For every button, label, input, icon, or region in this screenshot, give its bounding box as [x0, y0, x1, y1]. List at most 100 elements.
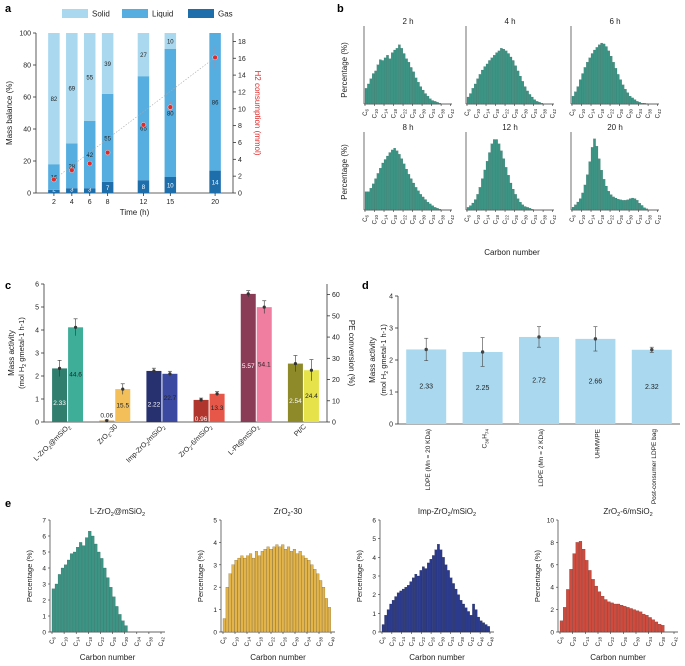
- e-bar: [231, 564, 235, 633]
- b-bar: [478, 74, 482, 105]
- c-label-activity: 5.57: [242, 363, 255, 370]
- b-x-tick-label: C26: [618, 109, 625, 119]
- d-y-tick-label: 0: [389, 422, 393, 429]
- e-bar: [88, 531, 92, 633]
- e-bar: [424, 568, 428, 633]
- b-bar: [429, 98, 432, 105]
- a-bar-gas-label: 14: [212, 180, 219, 186]
- e-x-tick-label: C42: [468, 637, 475, 647]
- b-x-tick-label: C18: [599, 109, 606, 119]
- b-bar: [407, 174, 411, 211]
- e-x-label: Carbon number: [80, 653, 136, 662]
- b-bar: [574, 91, 577, 105]
- b-bar: [609, 194, 613, 211]
- e-bar: [626, 607, 630, 633]
- b-bar: [497, 143, 501, 211]
- e-x-tick-label: C6: [558, 637, 565, 644]
- b-bar: [617, 74, 620, 105]
- b-bar: [512, 60, 515, 105]
- a-x-tick-label: 2: [52, 199, 56, 206]
- e-bar: [246, 555, 250, 633]
- e-x-tick-label: C26: [429, 637, 436, 647]
- e-x-tick-label: C6: [380, 637, 387, 644]
- b-bar: [500, 150, 503, 211]
- panel-letter-d: d: [362, 280, 369, 292]
- b-x-tick-label: C6: [363, 109, 370, 116]
- c-bar-activity: [52, 368, 68, 422]
- a-bar-solid: [83, 33, 96, 121]
- a-legend-label: Liquid: [152, 10, 173, 19]
- d-point: [537, 335, 541, 339]
- a-bar-solid-label: 27: [140, 53, 147, 59]
- e-bar: [474, 609, 478, 633]
- e-subplot-title: ZrO2-30: [274, 507, 303, 518]
- a-bar-gas-label: 2: [52, 188, 56, 194]
- b-bar: [485, 161, 489, 211]
- b-bar: [412, 71, 415, 105]
- b-bar: [588, 57, 591, 105]
- b-x-tick-label: C30: [522, 215, 529, 225]
- e-bar: [389, 603, 392, 633]
- b-bar: [502, 49, 505, 105]
- e-bar: [396, 592, 400, 633]
- b-bar: [516, 70, 520, 105]
- e-bar: [642, 613, 646, 633]
- b-x-tick-label: C6: [363, 215, 370, 222]
- b-x-tick-label: C38: [646, 109, 653, 119]
- e-bar: [629, 608, 633, 633]
- e-bar: [278, 546, 282, 633]
- a-y2-label: H2 consumption (mmol): [253, 71, 262, 156]
- b-bar: [488, 60, 491, 105]
- b-x-label: Carbon number: [484, 248, 540, 257]
- b-bar: [509, 56, 513, 105]
- b-bar: [495, 52, 498, 105]
- a-y2-tick-label: 14: [238, 73, 246, 80]
- e-bar: [414, 574, 418, 633]
- d-bar-label: 2.66: [589, 378, 603, 385]
- d-bar-label: 2.32: [645, 384, 659, 391]
- e-x-label: Carbon number: [250, 653, 306, 662]
- c-label-activity: 2.22: [148, 401, 161, 408]
- e-bar: [63, 564, 68, 633]
- e-bar: [427, 562, 430, 633]
- e-y-tick-label: 0: [372, 630, 376, 637]
- a-bar-liquid: [66, 143, 78, 189]
- e-bar: [60, 567, 64, 633]
- c-x-tick-label: L-Pt@mSiO2: [227, 423, 262, 458]
- b-bar: [519, 202, 522, 211]
- b-bar: [466, 207, 470, 211]
- b-bar: [500, 48, 503, 105]
- a-bar-gas: [101, 181, 114, 193]
- b-y-label-2: Percentage (%): [340, 144, 349, 200]
- panel-e: 01234567C6C10C14C18C22C26C30C34C38C42L-Z…: [25, 507, 679, 662]
- b-bar: [538, 102, 541, 105]
- e-bar: [404, 587, 408, 633]
- b-bar: [621, 84, 625, 105]
- e-bar: [442, 557, 445, 633]
- e-bar: [263, 548, 267, 633]
- a-bar-gas-label: 10: [167, 184, 174, 190]
- e-x-tick-label: C34: [305, 637, 312, 647]
- d-point: [650, 348, 654, 352]
- c-label-conversion: 15.5: [116, 403, 129, 410]
- b-bar: [609, 56, 613, 105]
- d-bar: [631, 349, 672, 424]
- c-label-conversion: 22.7: [164, 395, 177, 402]
- e-bar: [281, 544, 285, 633]
- e-y-tick-label: 0: [550, 630, 554, 637]
- e-bar: [434, 549, 438, 633]
- panel-a: 0204060801000246810121416182168223286943…: [5, 9, 262, 217]
- a-y2-tick-label: 8: [238, 123, 242, 130]
- e-x-tick-label: C30: [123, 637, 129, 647]
- b-x-tick-label: C30: [627, 215, 634, 225]
- e-x-tick-label: C34: [449, 637, 456, 647]
- b-x-tick-label: C14: [589, 215, 596, 225]
- e-bar: [464, 607, 468, 633]
- e-y-tick-label: 2: [372, 592, 376, 599]
- b-bar: [410, 67, 413, 105]
- a-bar-solid: [137, 33, 150, 77]
- b-bar: [474, 83, 477, 105]
- b-bar: [474, 199, 477, 211]
- a-bar-gas-label: 8: [142, 185, 146, 191]
- e-y-tick-label: 3: [42, 582, 46, 589]
